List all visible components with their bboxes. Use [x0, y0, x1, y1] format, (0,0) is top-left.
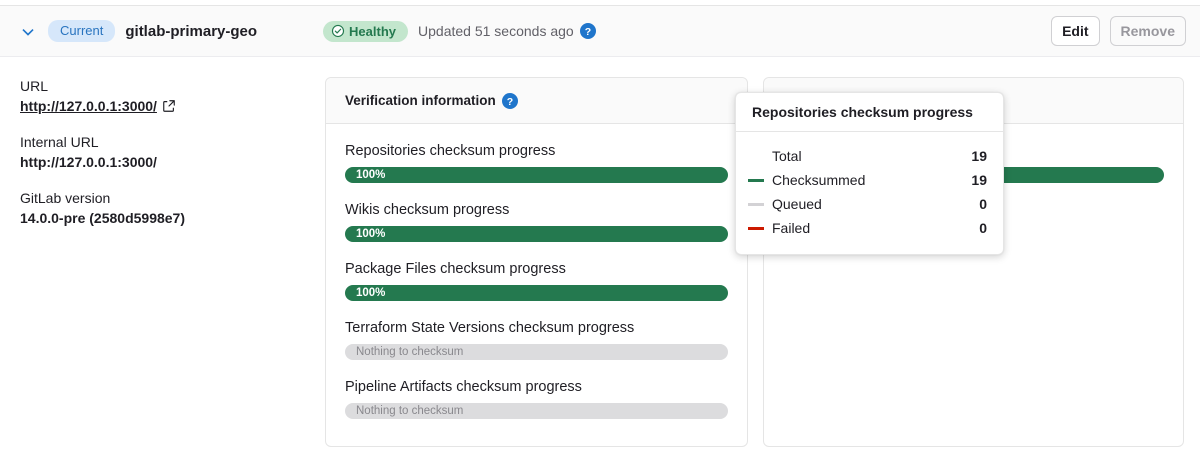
svg-text:?: ? — [584, 26, 590, 38]
svg-text:?: ? — [507, 95, 513, 107]
